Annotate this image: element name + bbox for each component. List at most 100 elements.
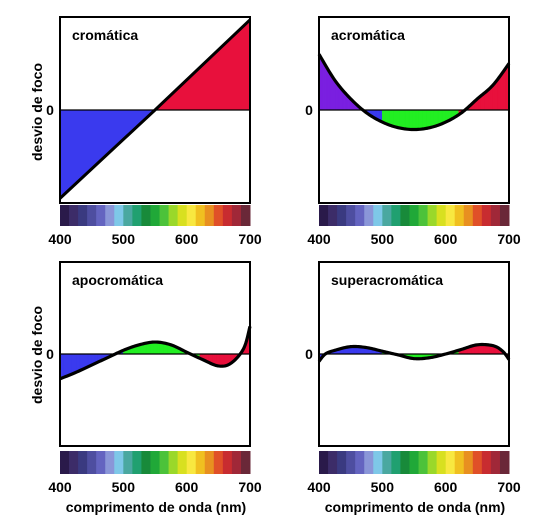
spectrum-swatch: [240, 205, 251, 226]
spectrum-swatch: [472, 205, 483, 226]
x-tick-label: 400: [307, 479, 331, 495]
spectrum-swatch: [328, 451, 338, 474]
spectrum-swatch: [409, 205, 420, 226]
spectrum-swatch: [132, 451, 142, 474]
spectrum-swatch: [60, 205, 70, 226]
chart-panel: cromática 0 400 500 600 700: [46, 16, 262, 247]
spectrum-swatch: [222, 451, 233, 474]
spectrum-swatch: [409, 451, 420, 474]
spectrum-swatch: [177, 205, 188, 226]
spectrum-swatch: [400, 205, 410, 226]
spectrum-swatch: [400, 451, 410, 474]
chart-panel: acromática 0 400 500 600 700: [305, 16, 521, 247]
x-tick-label: 600: [434, 231, 458, 247]
spectrum-swatch: [195, 205, 206, 226]
spectrum-bar: [319, 205, 510, 226]
y-axis-label-bottom: desvio de foco: [29, 306, 45, 404]
spectrum-bar: [60, 451, 251, 474]
plot-frame: [318, 16, 510, 204]
spectrum-swatch: [150, 205, 161, 226]
x-tick-label: 500: [371, 231, 395, 247]
spectrum-swatch: [78, 451, 88, 474]
spectrum-swatch: [355, 451, 365, 474]
spectrum-swatch: [195, 451, 206, 474]
spectrum-swatch: [105, 451, 115, 474]
x-tick-label: 700: [497, 231, 521, 247]
spectrum-swatch: [78, 205, 88, 226]
spectrum-swatch: [319, 205, 329, 226]
x-tick-label: 700: [238, 231, 262, 247]
spectrum-swatch: [481, 205, 492, 226]
spectrum-swatch: [213, 451, 224, 474]
spectrum-swatch: [454, 205, 465, 226]
spectrum-swatch: [499, 205, 510, 226]
x-tick-label: 400: [48, 479, 72, 495]
spectrum-swatch: [87, 451, 97, 474]
spectrum-swatch: [96, 205, 106, 226]
x-tick-label: 600: [434, 479, 458, 495]
spectrum-swatch: [123, 205, 133, 226]
spectrum-swatch: [123, 451, 133, 474]
fill-regions: [318, 53, 510, 130]
spectrum-swatch: [240, 451, 251, 474]
chart-title: acromática: [331, 27, 405, 43]
spectrum-swatch: [69, 205, 79, 226]
spectrum-swatch: [490, 205, 501, 226]
spectrum-swatch: [105, 205, 115, 226]
spectrum-swatch: [150, 451, 161, 474]
plot-frame: [59, 261, 251, 447]
focus-curve: [317, 53, 511, 132]
x-tick-label: 600: [175, 231, 199, 247]
spectrum-swatch: [60, 451, 70, 474]
spectrum-swatch: [355, 205, 365, 226]
focus-curve: [59, 325, 252, 381]
spectrum-swatch: [204, 451, 215, 474]
spectrum-swatch: [454, 451, 465, 474]
spectrum-swatch: [87, 205, 97, 226]
spectrum-swatch: [418, 451, 429, 474]
spectrum-swatch: [132, 205, 142, 226]
spectrum-swatch: [159, 205, 170, 226]
focus-curve: [317, 342, 511, 363]
chart-title: apocromática: [72, 272, 163, 288]
spectrum-swatch: [69, 451, 79, 474]
panels: cromática 0 400 500 600 700 acromática 0 400 500 6…: [46, 16, 521, 495]
y-tick-label: 0: [46, 346, 54, 362]
spectrum-swatch: [382, 451, 392, 474]
plot-frame: [59, 16, 251, 204]
x-tick-label: 700: [238, 479, 262, 495]
x-axis-label-right: comprimento de onda (nm): [325, 499, 505, 515]
spectrum-swatch: [364, 451, 374, 474]
spectrum-swatch: [222, 205, 233, 226]
spectrum-swatch: [204, 205, 215, 226]
spectrum-swatch: [472, 451, 483, 474]
spectrum-swatch: [373, 451, 383, 474]
x-tick-label: 400: [307, 231, 331, 247]
x-tick-label: 500: [371, 479, 395, 495]
spectrum-swatch: [382, 205, 392, 226]
spectrum-swatch: [319, 451, 329, 474]
spectrum-bar: [319, 451, 510, 474]
y-tick-label: 0: [46, 102, 54, 118]
spectrum-swatch: [141, 205, 151, 226]
spectrum-bar: [60, 205, 251, 226]
spectrum-swatch: [499, 451, 510, 474]
spectrum-swatch: [177, 451, 188, 474]
spectrum-swatch: [114, 451, 124, 474]
spectrum-swatch: [168, 205, 179, 226]
spectrum-swatch: [418, 205, 429, 226]
spectrum-swatch: [436, 205, 447, 226]
spectrum-swatch: [114, 205, 124, 226]
focus-curve: [58, 18, 252, 200]
spectrum-swatch: [373, 205, 383, 226]
y-tick-label: 0: [305, 102, 313, 118]
spectrum-swatch: [213, 205, 224, 226]
chart-panel: superacromática 0 400 500 600 700: [305, 261, 521, 495]
spectrum-swatch: [141, 451, 151, 474]
spectrum-swatch: [427, 205, 438, 226]
x-tick-label: 700: [497, 479, 521, 495]
spectrum-swatch: [463, 205, 474, 226]
spectrum-swatch: [186, 451, 197, 474]
spectrum-swatch: [337, 205, 347, 226]
